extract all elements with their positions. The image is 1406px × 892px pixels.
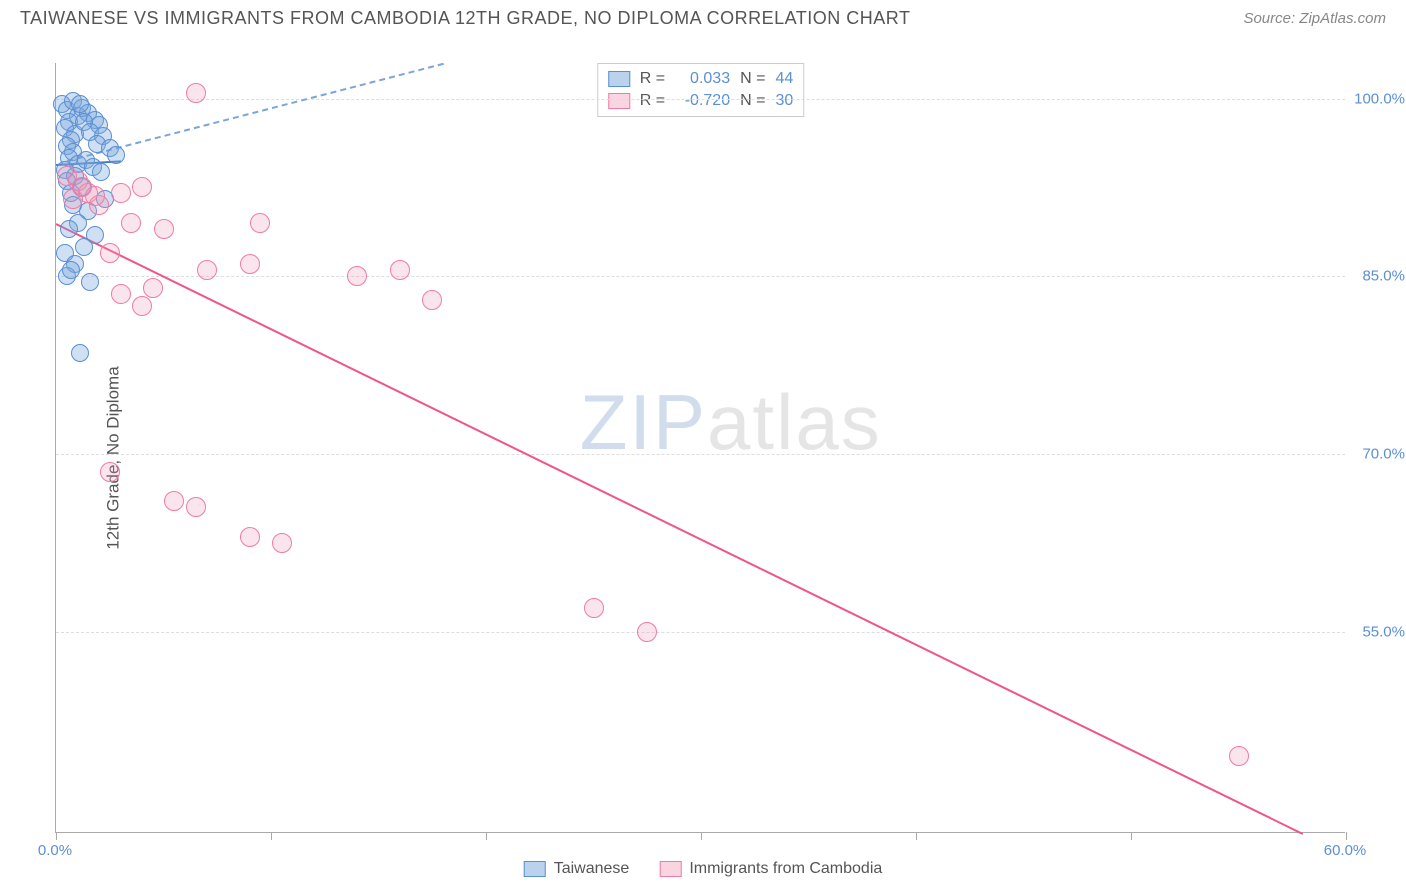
x-tick bbox=[1131, 832, 1132, 840]
gridline-h bbox=[56, 99, 1345, 100]
data-point bbox=[143, 278, 163, 298]
data-point bbox=[107, 146, 125, 164]
x-tick bbox=[701, 832, 702, 840]
data-point bbox=[85, 186, 105, 206]
data-point bbox=[71, 344, 89, 362]
data-point bbox=[272, 533, 292, 553]
data-point bbox=[240, 254, 260, 274]
n-label: N = bbox=[740, 92, 765, 110]
r-label: R = bbox=[640, 70, 665, 88]
legend-item: Immigrants from Cambodia bbox=[659, 860, 882, 878]
legend-stats: R = 0.033 N = 44 R = -0.720 N = 30 bbox=[597, 63, 804, 117]
data-point bbox=[111, 183, 131, 203]
data-point bbox=[250, 213, 270, 233]
legend-stats-row: R = 0.033 N = 44 bbox=[608, 68, 793, 90]
data-point bbox=[390, 260, 410, 280]
y-tick-label: 85.0% bbox=[1362, 268, 1405, 285]
data-point bbox=[132, 296, 152, 316]
x-tick bbox=[486, 832, 487, 840]
y-tick-label: 55.0% bbox=[1362, 623, 1405, 640]
legend-swatch-series1 bbox=[608, 71, 630, 87]
data-point bbox=[100, 462, 120, 482]
chart-source: Source: ZipAtlas.com bbox=[1243, 10, 1386, 27]
legend-swatch-series2 bbox=[659, 861, 681, 877]
data-point bbox=[240, 527, 260, 547]
data-point bbox=[422, 290, 442, 310]
plot-area: ZIPatlas R = 0.033 N = 44 R = -0.720 N =… bbox=[55, 63, 1345, 833]
data-point bbox=[164, 491, 184, 511]
legend-item: Taiwanese bbox=[524, 860, 630, 878]
data-point bbox=[637, 622, 657, 642]
gridline-h bbox=[56, 276, 1345, 277]
chart-title: TAIWANESE VS IMMIGRANTS FROM CAMBODIA 12… bbox=[20, 8, 910, 29]
n-value: 44 bbox=[775, 70, 793, 88]
x-tick bbox=[56, 832, 57, 840]
r-value: 0.033 bbox=[675, 70, 730, 88]
data-point bbox=[121, 213, 141, 233]
x-tick-label: 0.0% bbox=[38, 842, 72, 859]
x-tick bbox=[1346, 832, 1347, 840]
x-tick bbox=[271, 832, 272, 840]
data-point bbox=[81, 273, 99, 291]
legend-label: Immigrants from Cambodia bbox=[689, 860, 882, 878]
legend-stats-row: R = -0.720 N = 30 bbox=[608, 90, 793, 112]
data-point bbox=[92, 163, 110, 181]
data-point bbox=[100, 243, 120, 263]
data-point bbox=[71, 95, 89, 113]
trend-line bbox=[67, 63, 444, 162]
legend-label: Taiwanese bbox=[554, 860, 630, 878]
n-value: 30 bbox=[775, 92, 793, 110]
gridline-h bbox=[56, 454, 1345, 455]
chart-header: TAIWANESE VS IMMIGRANTS FROM CAMBODIA 12… bbox=[0, 0, 1406, 33]
data-point bbox=[75, 238, 93, 256]
legend-swatch-series1 bbox=[524, 861, 546, 877]
data-point bbox=[186, 497, 206, 517]
n-label: N = bbox=[740, 70, 765, 88]
data-point bbox=[154, 219, 174, 239]
r-label: R = bbox=[640, 92, 665, 110]
r-value: -0.720 bbox=[675, 92, 730, 110]
chart-container: 12th Grade, No Diploma ZIPatlas R = 0.03… bbox=[0, 33, 1406, 883]
x-tick-label: 60.0% bbox=[1324, 842, 1367, 859]
data-point bbox=[62, 261, 80, 279]
legend-swatch-series2 bbox=[608, 93, 630, 109]
gridline-h bbox=[56, 632, 1345, 633]
data-point bbox=[132, 177, 152, 197]
data-point bbox=[584, 598, 604, 618]
data-point bbox=[60, 220, 78, 238]
data-point bbox=[197, 260, 217, 280]
data-point bbox=[186, 83, 206, 103]
legend-series: Taiwanese Immigrants from Cambodia bbox=[524, 860, 883, 878]
data-point bbox=[1229, 746, 1249, 766]
data-point bbox=[111, 284, 131, 304]
y-tick-label: 100.0% bbox=[1354, 90, 1405, 107]
data-point bbox=[347, 266, 367, 286]
y-tick-label: 70.0% bbox=[1362, 445, 1405, 462]
x-tick bbox=[916, 832, 917, 840]
